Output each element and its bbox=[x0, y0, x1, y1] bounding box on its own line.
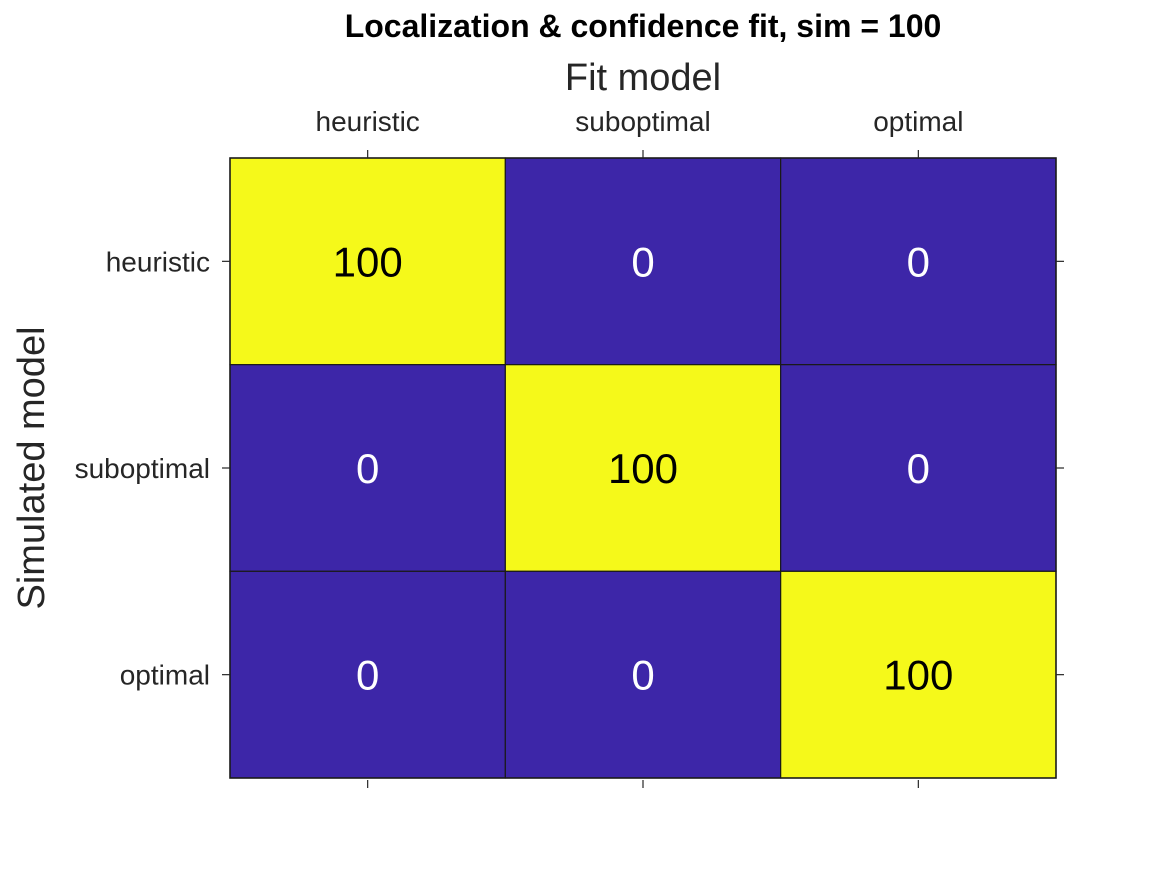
axis-ticks bbox=[222, 150, 1064, 788]
cell-value-label: 0 bbox=[356, 652, 379, 699]
cell-value-label: 0 bbox=[631, 238, 654, 285]
cell-value-label: 100 bbox=[333, 238, 403, 285]
heatmap-cell-heuristic-heuristic bbox=[229, 157, 506, 366]
y-tick-label-optimal: optimal bbox=[120, 660, 210, 691]
heatmap-cell-suboptimal-suboptimal bbox=[504, 364, 782, 572]
x-axis-label: Fit model bbox=[565, 57, 721, 99]
heatmap-cell-optimal-heuristic bbox=[229, 570, 506, 779]
cell-value-label: 0 bbox=[356, 445, 379, 492]
chart-title: Localization & confidence fit, sim = 100 bbox=[345, 8, 942, 44]
heatmap-cell-heuristic-suboptimal bbox=[504, 157, 782, 366]
x-tick-label-heuristic: heuristic bbox=[316, 106, 420, 137]
cell-value-label: 0 bbox=[907, 445, 930, 492]
heatmap-cell-optimal-suboptimal bbox=[504, 570, 782, 779]
y-tick-label-suboptimal: suboptimal bbox=[75, 453, 210, 484]
cell-value-label: 100 bbox=[608, 445, 678, 492]
heatmap-cells: 100 0 0 0 100 0 0 0 100 bbox=[229, 157, 1057, 779]
heatmap-cell-suboptimal-heuristic bbox=[229, 364, 506, 572]
cell-value-label: 0 bbox=[631, 652, 654, 699]
cell-value-label: 100 bbox=[883, 652, 953, 699]
y-axis-label: Simulated model bbox=[11, 326, 53, 609]
cell-value-label: 0 bbox=[907, 238, 930, 285]
x-tick-label-suboptimal: suboptimal bbox=[575, 106, 710, 137]
x-tick-label-optimal: optimal bbox=[873, 106, 963, 137]
heatmap-cell-suboptimal-optimal bbox=[780, 364, 1057, 572]
y-tick-label-heuristic: heuristic bbox=[106, 246, 210, 277]
tick-labels: heuristic suboptimal optimal heuristic subop… bbox=[75, 106, 964, 691]
